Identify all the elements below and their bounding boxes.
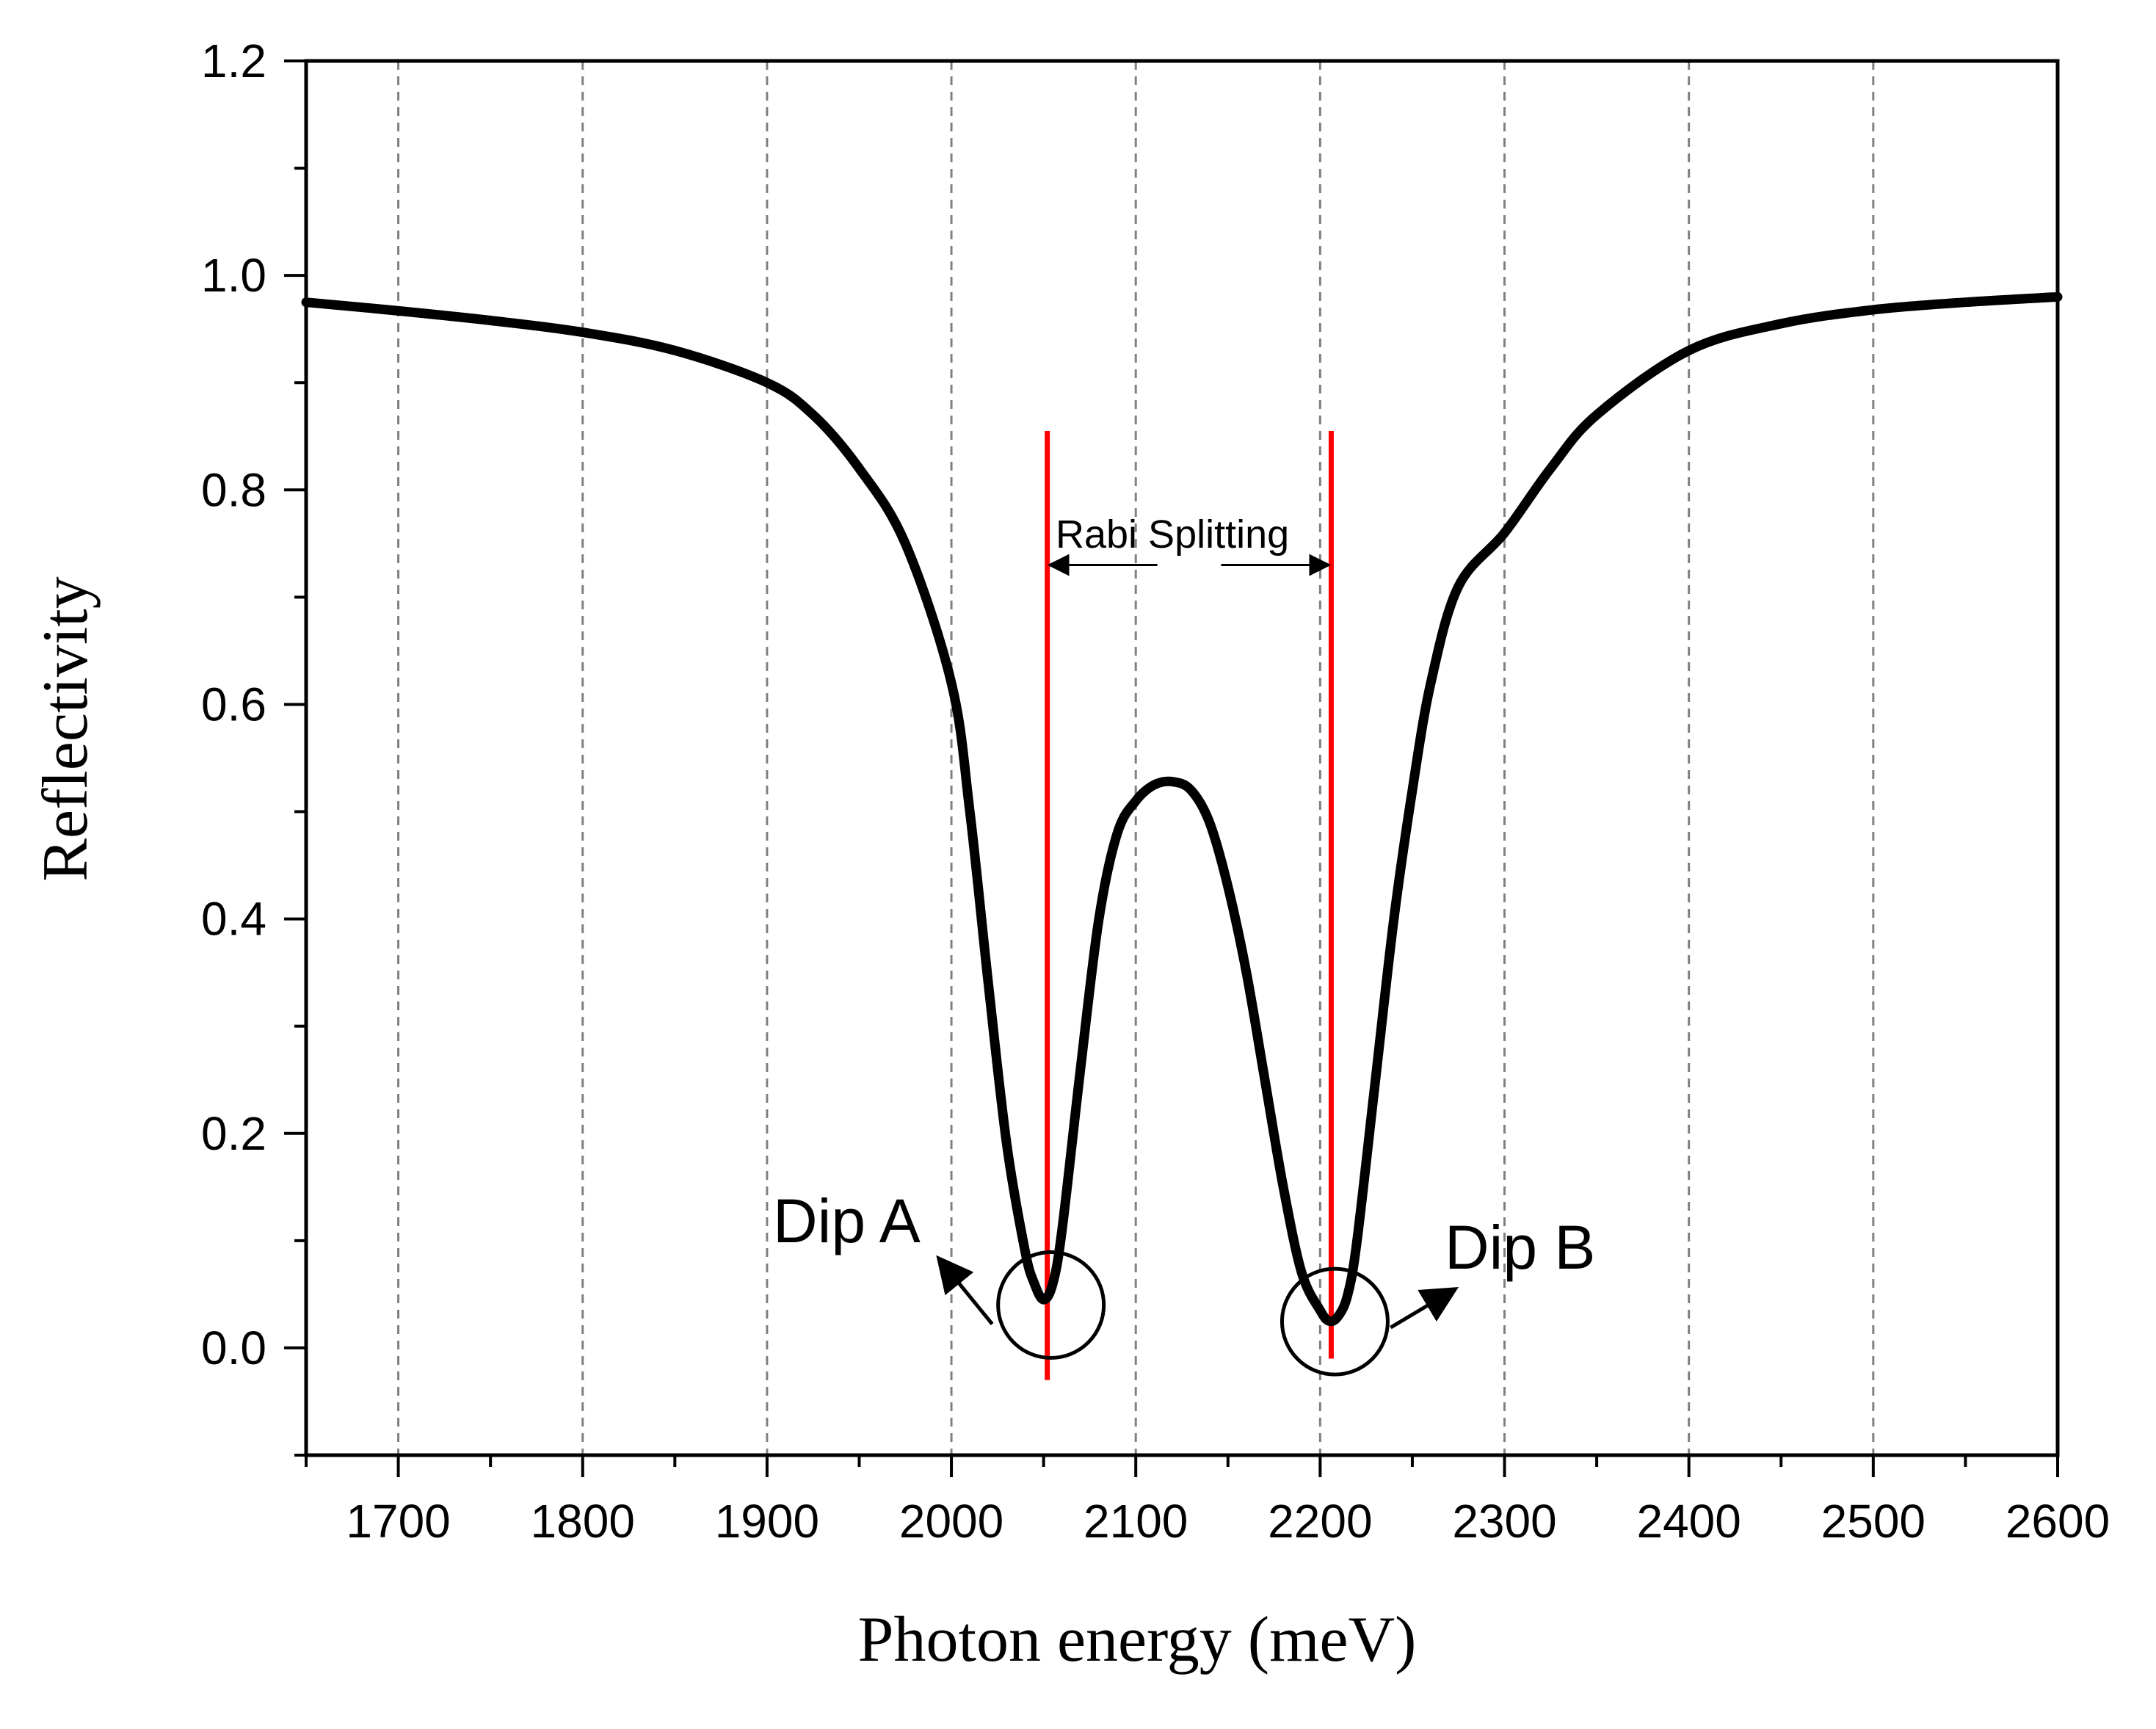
red-marker-lines xyxy=(1045,430,1334,1380)
dip-a-label: Dip A xyxy=(773,1186,921,1255)
y-tick-label-4: 0.8 xyxy=(201,463,266,516)
x-tick-label-2400: 2400 xyxy=(1636,1495,1741,1548)
axes: 1700 1800 1900 2000 2100 2200 2300 2400 2500 2600… xyxy=(201,35,2110,1548)
dip-b-circle xyxy=(1280,1266,1390,1377)
y-tick-label-3: 0.6 xyxy=(201,678,266,731)
y-tick-label-1: 0.2 xyxy=(201,1107,266,1160)
x-tick-label-2100: 2100 xyxy=(1084,1495,1188,1548)
x-tick-label-1700: 1700 xyxy=(346,1495,450,1548)
x-tick-label-1900: 1900 xyxy=(715,1495,819,1548)
x-tick-label-2000: 2000 xyxy=(899,1495,1003,1548)
x-axis-title: Photon energy (meV) xyxy=(858,1604,1417,1675)
series-layer xyxy=(301,291,2063,1327)
dip-a-circle xyxy=(996,1250,1106,1360)
x-tick-label-1800: 1800 xyxy=(531,1495,635,1548)
x-tick-label-2500: 2500 xyxy=(1821,1495,1925,1548)
dip-b-label: Dip B xyxy=(1445,1213,1595,1282)
y-tick-label-0: 0.0 xyxy=(201,1322,266,1374)
dip-b-arrow xyxy=(1390,1286,1459,1330)
plot-frame xyxy=(304,59,2060,1457)
y-tick-label-2: 0.4 xyxy=(201,893,266,946)
x-tick-label-2600: 2600 xyxy=(2006,1495,2110,1548)
rabi-splitting-label: Rabi Splitting xyxy=(1056,512,1289,557)
x-tick-label-2300: 2300 xyxy=(1452,1495,1556,1548)
dip-a-arrow xyxy=(936,1255,994,1326)
y-tick-label-6: 1.2 xyxy=(201,35,266,87)
reflectivity-curve xyxy=(301,291,2063,1327)
x-tick-label-2200: 2200 xyxy=(1268,1495,1372,1548)
y-axis-title: Reflectivity xyxy=(30,576,101,881)
annotations: Rabi Splitting Dip A Dip B xyxy=(773,512,1595,1377)
y-tick-label-5: 1.0 xyxy=(201,249,266,302)
grid-lines xyxy=(397,61,1875,1455)
